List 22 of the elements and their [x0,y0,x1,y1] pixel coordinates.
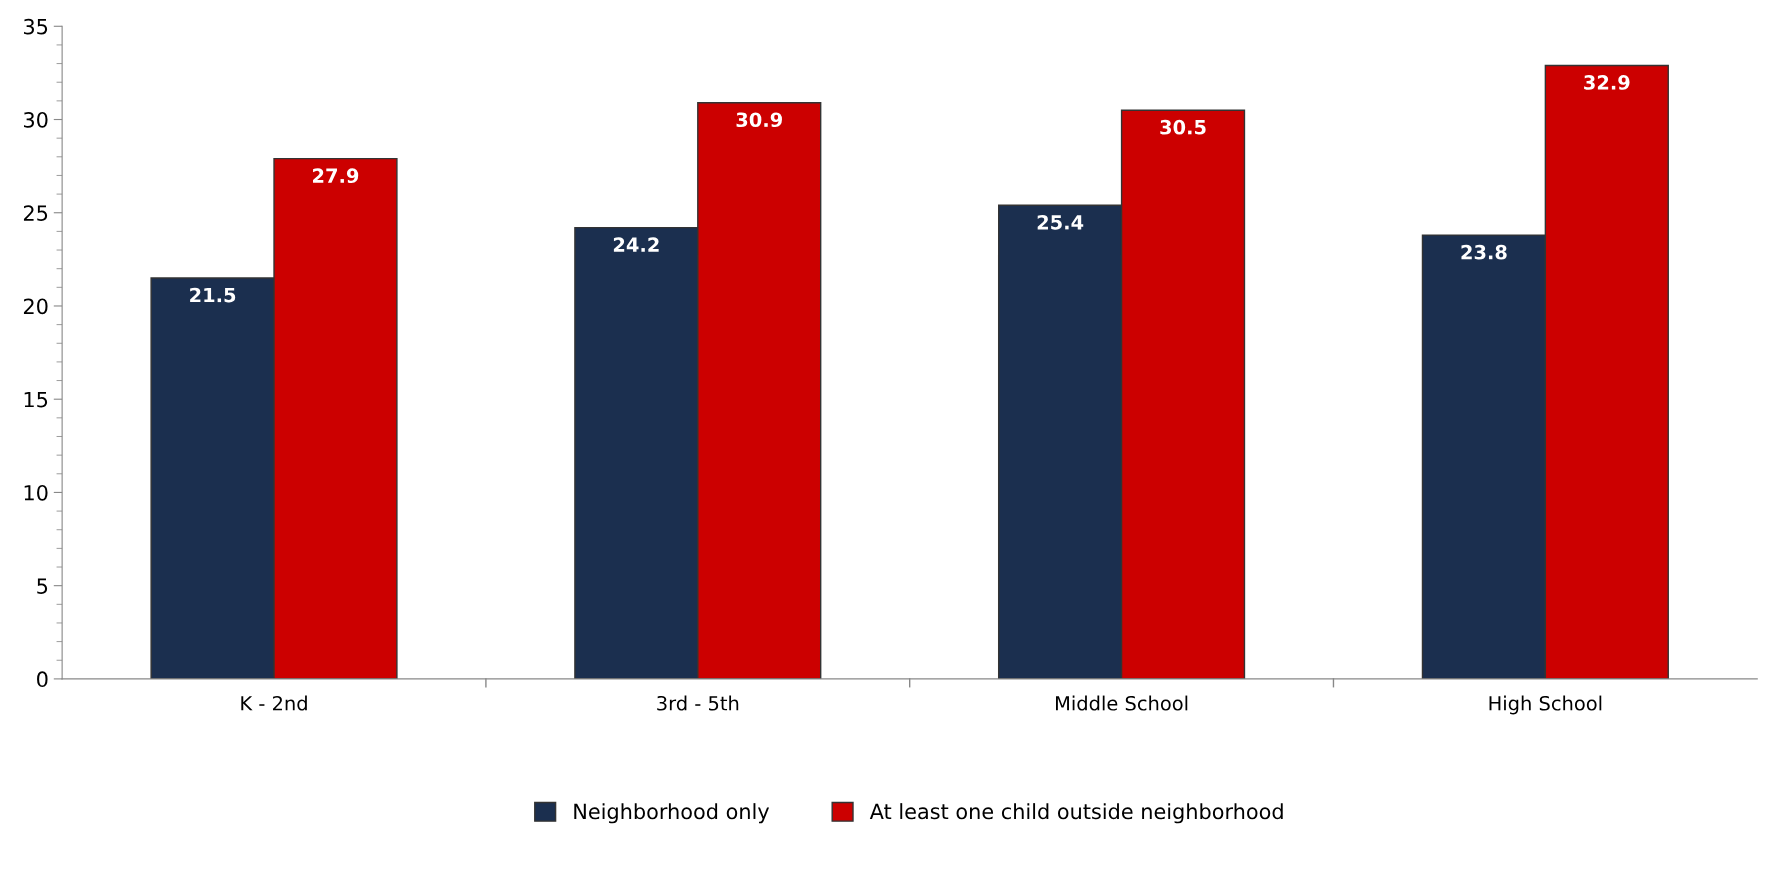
y-tick-label: 5 [37,578,48,594]
data-label: 30.5 [1160,119,1206,135]
x-tick-label: K - 2nd [241,695,307,711]
y-tick-label: 35 [24,18,48,35]
data-label: 25.4 [1037,214,1084,230]
data-label: 32.9 [1584,75,1630,90]
y-tick-label: 0 [37,671,48,688]
legend-label: Neighborhood only [574,803,770,824]
data-label: 27.9 [313,168,359,184]
y-tick-label: 15 [24,391,48,408]
data-label: 21.5 [190,287,236,303]
x-tick-label: High School [1489,695,1602,715]
data-label: 23.8 [1461,244,1507,260]
y-tick-label: 25 [23,205,48,221]
x-tick-label: Middle School [1056,695,1188,711]
data-label: 30.9 [736,112,782,128]
y-tick-label: 20 [23,298,48,315]
legend-label: At least one child outside neighborhood [869,803,1283,824]
data-label: 24.2 [613,237,659,252]
y-tick-label: 10 [24,484,48,501]
y-tick-label: 30 [24,111,48,128]
x-tick-label: 3rd - 5th [657,695,739,711]
